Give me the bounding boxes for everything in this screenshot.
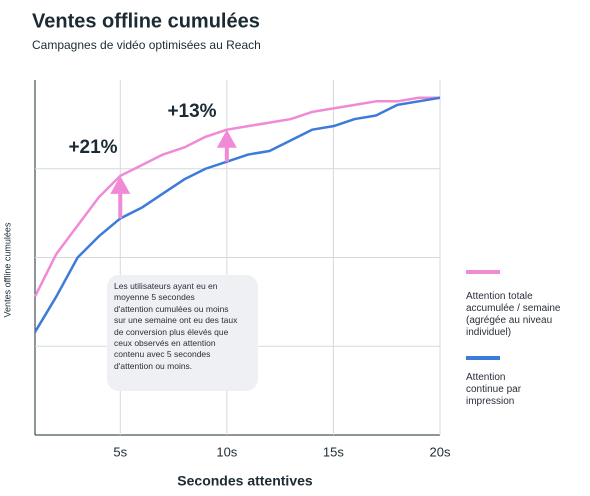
x-tick-label: 20s xyxy=(430,444,451,459)
note-line: d'attention ou moins. xyxy=(114,360,193,371)
chart-subtitle: Campagnes de vidéo optimisées au Reach xyxy=(32,38,261,52)
note-line: contenu avec 5 secondes xyxy=(114,349,211,360)
uplift-arrow-head xyxy=(216,129,237,148)
series-line xyxy=(33,96,441,333)
note-line: de conversion plus élevés que xyxy=(114,326,229,337)
note-line: ceux observés en attention xyxy=(114,338,216,349)
series-line xyxy=(33,96,440,298)
legend-entry: Attention totale accumulée / semaine (ag… xyxy=(466,291,561,338)
x-tick-label: 15s xyxy=(323,444,344,459)
note-line: sur une semaine ont eu des taux xyxy=(114,315,238,326)
x-tick-label: 5s xyxy=(113,444,127,459)
x-tick-label: 10s xyxy=(216,444,237,459)
annotation: +13% xyxy=(167,101,216,122)
uplift-arrow-head xyxy=(110,175,131,194)
note-line: moyenne 5 secondes xyxy=(114,292,195,303)
x-axis-label: Secondes attentives xyxy=(177,473,313,489)
note-line: Les utilisateurs ayant eu en xyxy=(114,281,218,291)
info-box: Les utilisateurs ayant eu en moyenne 5 se… xyxy=(107,275,258,391)
chart-title: Ventes offline cumulées xyxy=(32,10,260,32)
y-axis-label: Ventes offline cumulées xyxy=(2,222,12,317)
legend-entry: Attention continue par impression xyxy=(466,372,522,407)
note-line: d'attention cumulées ou moins xyxy=(114,303,229,314)
annotation: +21% xyxy=(68,137,117,158)
